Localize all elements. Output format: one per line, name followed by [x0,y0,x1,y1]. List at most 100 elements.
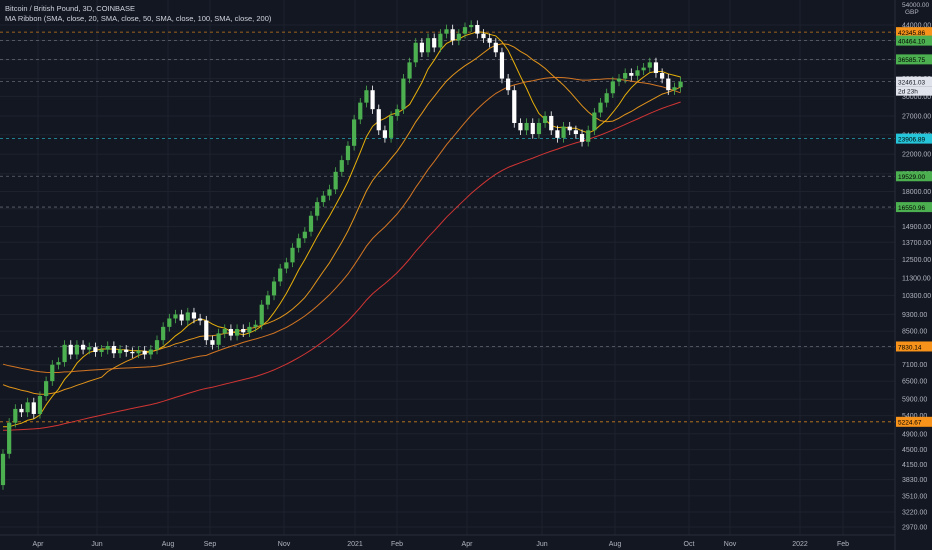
candle-body [210,340,215,345]
candle-body [44,381,49,397]
candle-body [290,247,295,263]
candle-body [62,344,67,363]
price-tick-label: 2970.00 [902,525,927,532]
candle-body [376,109,381,131]
candle-body [296,238,301,248]
candle-body [99,349,104,353]
time-tick-label: Aug [162,541,175,548]
price-tick-label: 6500.00 [902,379,927,386]
price-label-box [896,341,932,352]
candle-body [74,344,80,355]
candle-body [462,27,468,34]
candle-body [185,312,190,321]
candle-body [395,109,400,116]
candle-body [228,329,234,336]
candle-body [56,362,61,365]
candle-body [413,42,418,63]
price-label-box [896,35,932,46]
candle-body [450,29,455,41]
time-tick-label: Aug [609,541,622,548]
price-label-box [896,54,932,65]
candle-body [253,324,258,327]
price-label-box [896,171,932,182]
ma20-line [3,31,681,428]
price-label-box [896,202,932,213]
price-tick-label: 3830.00 [902,477,927,484]
candle-body [629,73,634,76]
candle-body [345,145,351,161]
ma-ribbon [2,31,681,431]
candle-body [352,119,357,146]
price-tick-label: 3220.00 [902,509,927,516]
candle-body [50,364,55,382]
candle-body [586,130,591,142]
price-label-text: 23906.89 [898,136,925,143]
price-label-text: 16550.96 [898,205,925,212]
candle-body [493,42,498,53]
candle-body [653,62,659,74]
chart-title: Bitcoin / British Pound, 3D, COINBASE [5,4,136,13]
time-tick-label: 2022 [792,541,808,548]
candle-body [425,38,431,53]
candle-body [173,314,178,319]
candle-body [635,70,640,76]
candle-body [660,73,665,79]
candle-body [25,402,30,413]
price-tick-label: 8500.00 [902,329,927,336]
candle-body [530,122,535,135]
time-tick-label: Nov [724,541,737,548]
price-tick-label: 18000.00 [902,189,931,196]
price-tick-label: 5400.00 [902,413,927,420]
candle-body [302,231,307,239]
candle-body [401,78,406,110]
candle-body [518,122,523,131]
price-tick-label: 30000.00 [902,94,931,101]
candle-body [333,171,338,190]
ma200-line [2,101,681,431]
time-tick-label: Apr [33,541,45,548]
price-tick-label: 14900.00 [902,224,931,231]
candle-body [512,90,517,123]
price-tick-label: 5900.00 [902,397,927,404]
time-tick-label: Feb [391,541,403,548]
candle-body [327,189,332,196]
chart-legend: Bitcoin / British Pound, 3D, COINBASE MA… [5,4,271,24]
candle-body [573,130,578,135]
candle-body [7,422,12,454]
price-tick-label: 10300.00 [902,293,931,300]
candle-body [506,78,511,91]
price-label-text: 40464.10 [898,38,925,45]
candle-body [265,295,270,305]
price-tick-label: 3510.00 [902,493,927,500]
price-label-box [896,416,932,427]
price-tick-label: 9300.00 [902,312,927,319]
candle-body [524,122,529,131]
candle-body [549,115,554,131]
price-label-text: 42345.86 [898,30,925,37]
time-tick-label: Nov [278,541,291,548]
candle-body [388,115,394,138]
price-label-box [896,27,932,38]
price-tick-label: 22000.00 [902,152,931,159]
time-tick-label: Apr [462,541,474,548]
candle-body [592,112,597,131]
candle-body [382,130,388,138]
candle-body [358,102,363,120]
candle-body [475,25,480,34]
ma100-line [2,76,681,373]
candle-body [481,33,486,39]
price-label-box [896,133,932,144]
currency-label: GBP [905,9,919,16]
candle-body [204,320,209,341]
candle-body [148,349,153,355]
candle-body [142,350,147,355]
price-label-box [896,76,932,87]
candle-body [216,333,221,345]
candle-body [136,350,141,354]
candle-body [536,122,542,135]
time-tick-label: Jun [536,541,547,548]
price-tick-label: 7100.00 [902,362,927,369]
candle-body [647,62,652,68]
